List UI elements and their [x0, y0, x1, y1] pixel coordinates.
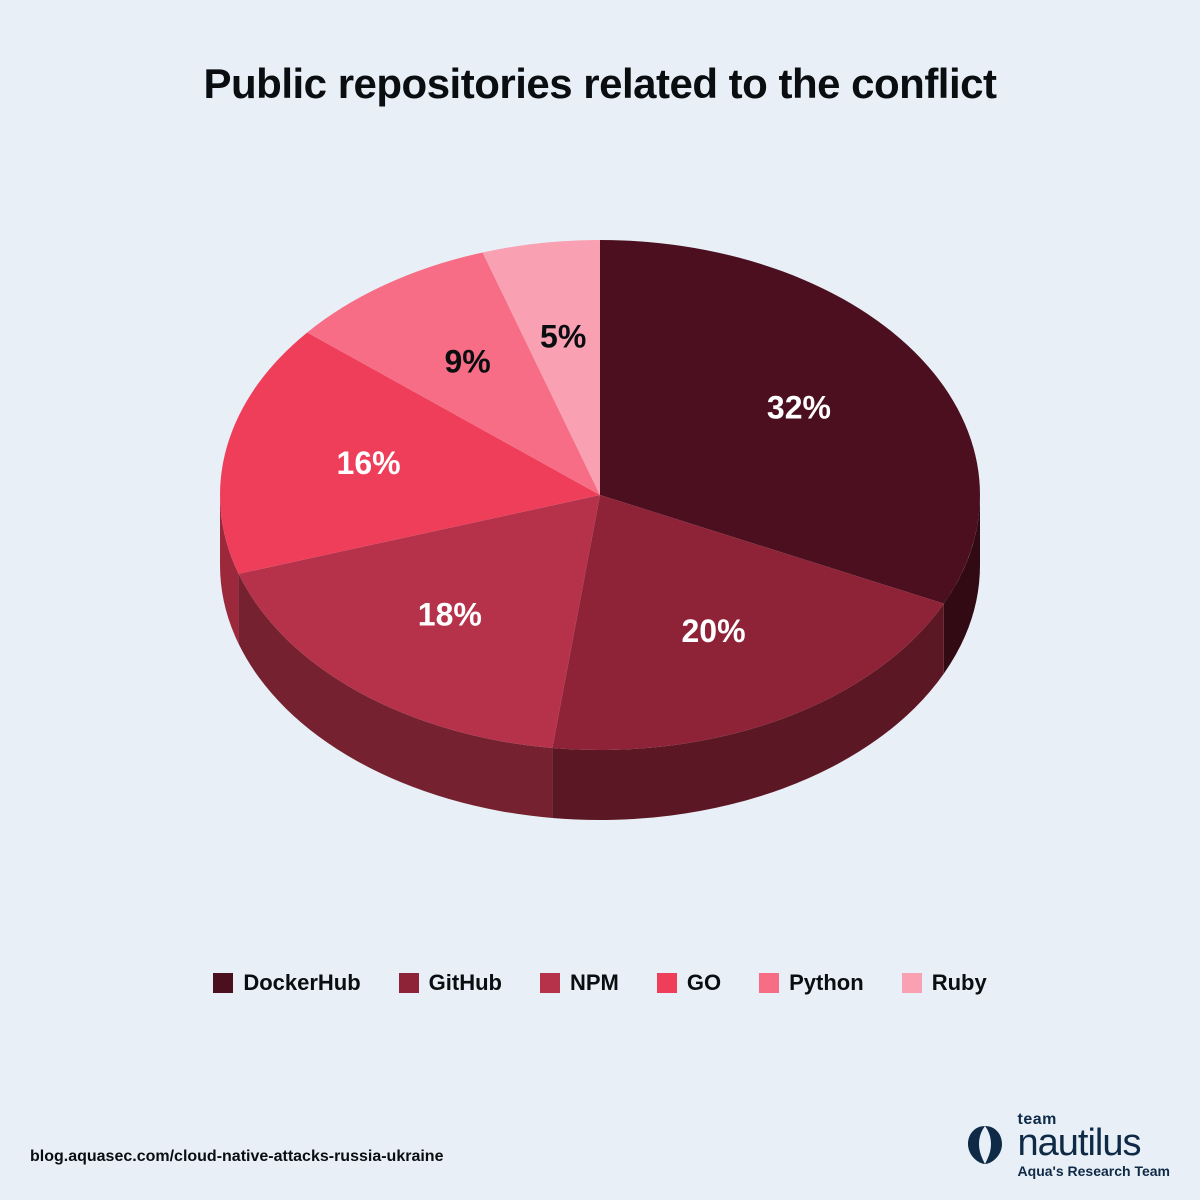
pie-chart: 32%20%18%16%9%5% [190, 170, 1010, 850]
legend-item: GO [657, 970, 721, 996]
legend-label: NPM [570, 970, 619, 996]
legend-swatch [759, 973, 779, 993]
legend-item: GitHub [399, 970, 502, 996]
legend-label: GO [687, 970, 721, 996]
legend-item: NPM [540, 970, 619, 996]
legend-label: Python [789, 970, 864, 996]
legend-label: Ruby [932, 970, 987, 996]
brand-subtitle: Aqua's Research Team [1018, 1164, 1170, 1178]
brand-logo: team nautilus Aqua's Research Team [962, 1112, 1170, 1178]
legend-label: DockerHub [243, 970, 360, 996]
legend-item: Python [759, 970, 864, 996]
nautilus-icon [962, 1122, 1008, 1168]
legend: DockerHub GitHub NPM GO Python Ruby [0, 970, 1200, 996]
legend-swatch [540, 973, 560, 993]
chart-title: Public repositories related to the confl… [0, 60, 1200, 108]
source-url: blog.aquasec.com/cloud-native-attacks-ru… [30, 1148, 443, 1166]
legend-label: GitHub [429, 970, 502, 996]
legend-swatch [213, 973, 233, 993]
canvas: Public repositories related to the confl… [0, 0, 1200, 1200]
legend-item: Ruby [902, 970, 987, 996]
legend-swatch [399, 973, 419, 993]
legend-swatch [657, 973, 677, 993]
pie-chart-svg: 32%20%18%16%9%5% [190, 170, 1010, 850]
legend-swatch [902, 973, 922, 993]
brand-name: nautilus [1018, 1124, 1141, 1162]
legend-item: DockerHub [213, 970, 360, 996]
